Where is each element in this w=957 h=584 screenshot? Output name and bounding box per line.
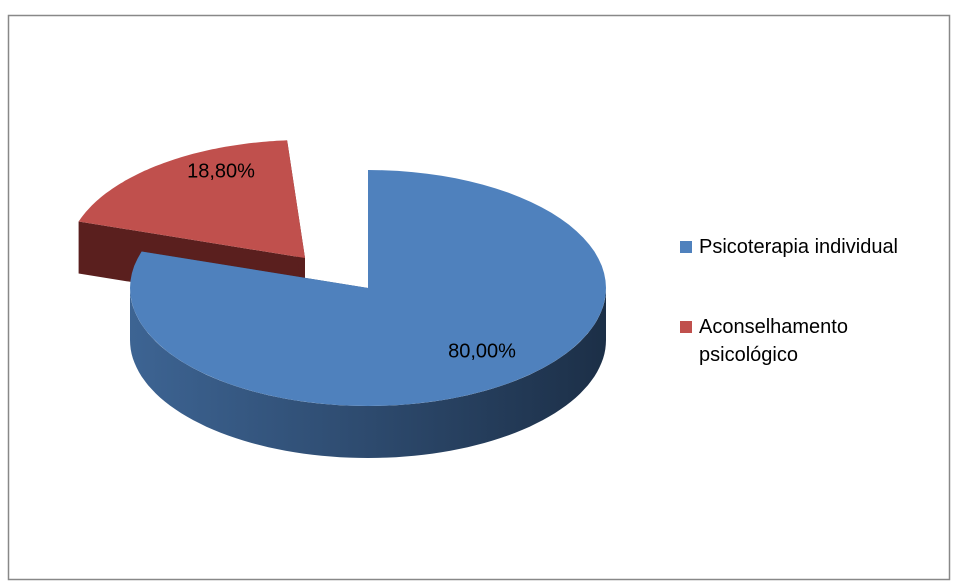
slice: [78, 140, 305, 258]
slice-wall: [130, 288, 606, 458]
legend-item: Psicoterapia individual: [680, 233, 910, 261]
legend-swatch: [680, 321, 692, 333]
data-label: 18,80%: [187, 160, 255, 182]
legend-label: Psicoterapia individual: [699, 236, 899, 258]
legend-swatch: [680, 241, 692, 253]
legend-item: Aconselhamento psicológico: [680, 313, 910, 369]
slice: [130, 170, 606, 406]
data-label: 80,00%: [448, 340, 516, 362]
pie: 80,00% 18,80%: [78, 140, 606, 458]
legend-label: Aconselhamento psicológico: [699, 316, 848, 366]
